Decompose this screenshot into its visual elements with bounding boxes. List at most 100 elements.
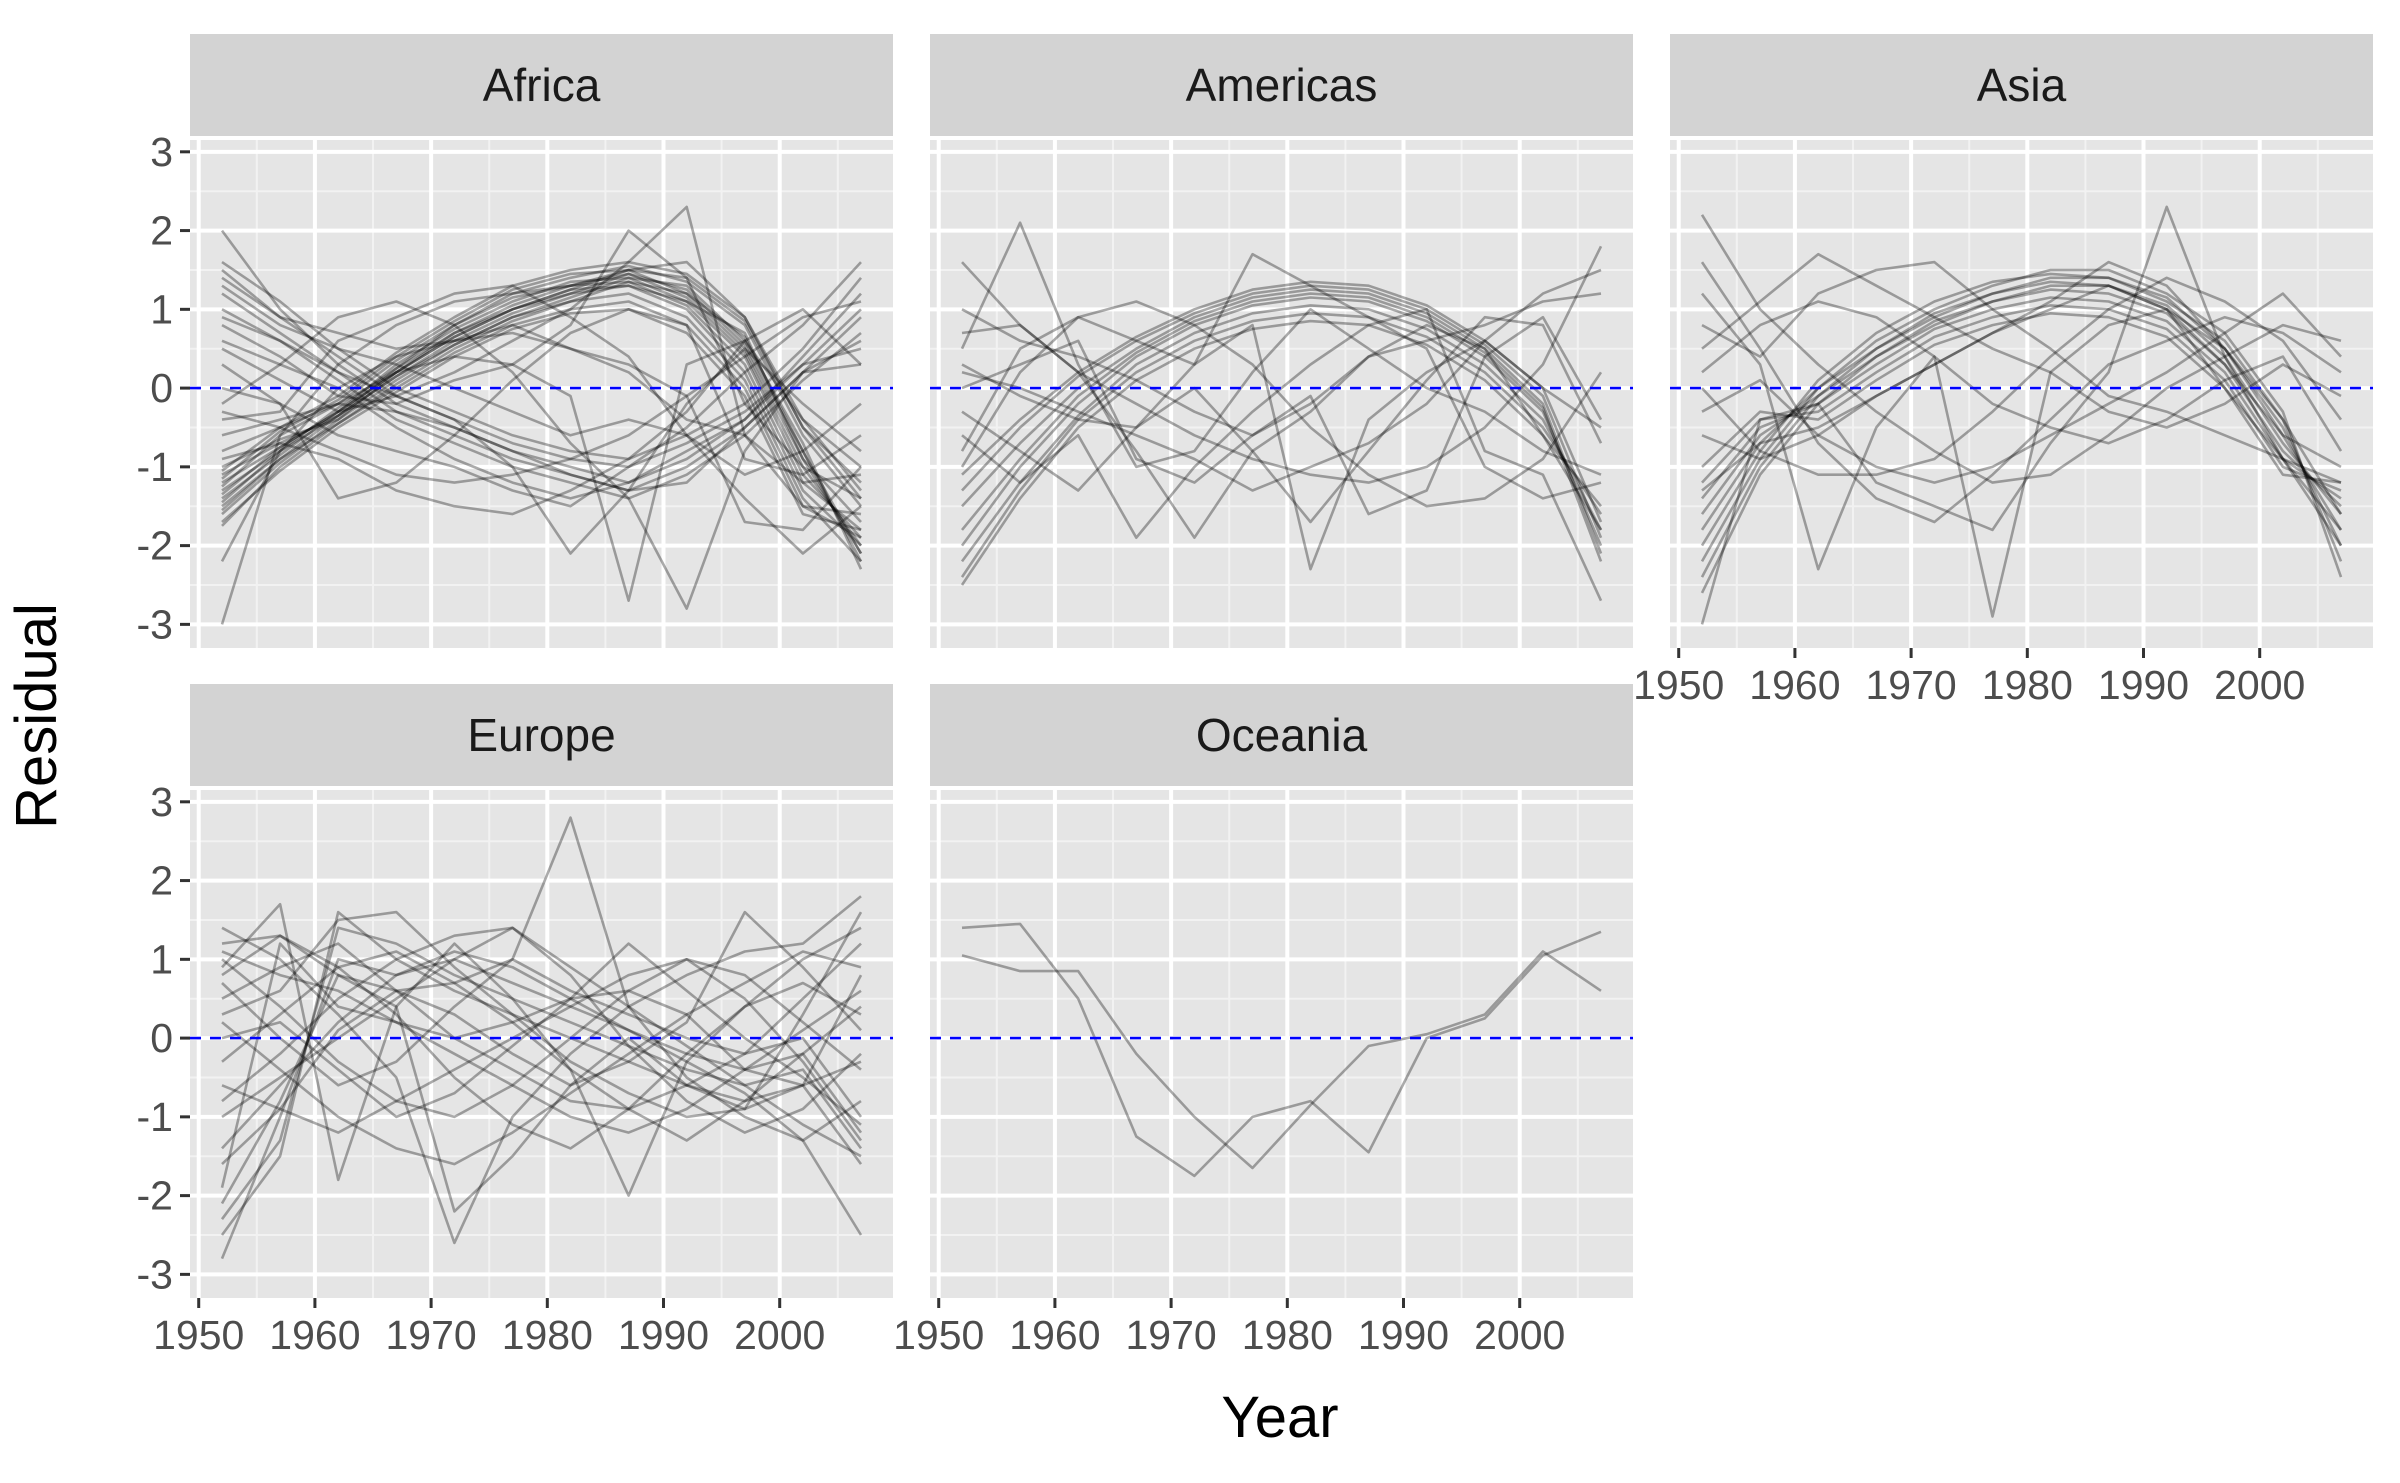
series-line-americas-4 <box>960 296 1603 547</box>
series-line-asia-1 <box>1700 284 2343 594</box>
series-line-asia-12 <box>1700 261 2342 524</box>
x-tick-label: 1980 <box>1982 662 2073 708</box>
series-line-americas-15 <box>961 252 1602 500</box>
series-line-europe-2 <box>220 926 863 1220</box>
y-tick-label: 3 <box>150 779 173 825</box>
panel-background <box>1670 140 2373 648</box>
series-line-europe-16 <box>221 926 862 1134</box>
series-line-africa-19 <box>221 292 862 492</box>
series-line-asia-17 <box>1701 260 2343 515</box>
series-line-europe-17 <box>221 910 862 1119</box>
panel-background <box>190 140 893 648</box>
panel-oceania: Oceania 1950 1960 1970 1980 1990 2000 <box>893 684 1633 1358</box>
series-line-europe-4 <box>220 957 863 1205</box>
y-tick-label: 1 <box>150 936 173 982</box>
series-line-africa-27 <box>221 205 862 539</box>
series-line-americas-6 <box>961 288 1603 554</box>
x-tick-label: 1960 <box>1009 1312 1100 1358</box>
x-tick-label: 1980 <box>1242 1312 1333 1358</box>
series-line-americas-13 <box>961 315 1603 516</box>
panels-layer: Africa -3 -2 -1 0 1 2 3 Americas Asia 1950 1960 1970… <box>137 34 2373 1358</box>
series-line-asia-10 <box>1701 284 2343 531</box>
facet-strip <box>1670 34 2373 136</box>
y-tick-label: 0 <box>150 1015 173 1061</box>
x-tick-label: 1980 <box>502 1312 593 1358</box>
series-line-europe-1 <box>220 910 863 1236</box>
y-tick-label: -3 <box>137 601 173 647</box>
series-line-europe-12 <box>221 950 862 1166</box>
series-line-africa-35 <box>221 229 862 500</box>
y-tick-label: 3 <box>150 129 173 175</box>
x-tick-label: 1970 <box>1126 1312 1217 1358</box>
x-tick-label: 1960 <box>269 1312 360 1358</box>
series-line-africa-32 <box>221 307 862 500</box>
x-tick-label: 1990 <box>1358 1312 1449 1358</box>
series-line-europe-15 <box>221 816 862 1142</box>
series-line-africa-18 <box>221 276 862 469</box>
y-tick-label: 2 <box>150 208 173 254</box>
series-line-americas-11 <box>960 221 1602 476</box>
series-line-africa-11 <box>221 284 862 547</box>
facet-strip-label: Europe <box>467 709 615 761</box>
series-line-africa-26 <box>220 260 862 625</box>
series-line-africa-24 <box>221 339 862 492</box>
series-line-africa-5 <box>221 272 863 563</box>
series-line-africa-7 <box>221 280 863 555</box>
series-line-asia-20 <box>1701 300 2343 452</box>
series-line-asia-14 <box>1700 205 2342 625</box>
x-tick-label: 2000 <box>1474 1312 1565 1358</box>
x-tick-label: 1990 <box>618 1312 709 1358</box>
series-line-americas-5 <box>960 292 1603 562</box>
series-line-africa-10 <box>221 268 863 500</box>
series-line-asia-13 <box>1700 292 2342 618</box>
series-line-africa-29 <box>221 300 862 610</box>
series-line-africa-8 <box>221 284 862 523</box>
series-line-americas-3 <box>960 304 1603 563</box>
x-tick-label: 1990 <box>2098 662 2189 708</box>
series-line-americas-19 <box>961 268 1602 492</box>
facet-strip <box>930 684 1633 786</box>
series-line-europe-7 <box>221 911 863 1213</box>
series-line-africa-13 <box>221 300 862 516</box>
series-line-asia-18 <box>1701 260 2343 547</box>
series-line-africa-12 <box>221 292 862 563</box>
series-line-europe-19 <box>221 950 862 1134</box>
series-line-asia-6 <box>1700 288 2342 515</box>
x-tick-label: 2000 <box>2214 662 2305 708</box>
facet-strip-label: Africa <box>483 59 601 111</box>
series-line-europe-8 <box>221 902 862 1197</box>
series-line-asia-16 <box>1701 276 2343 477</box>
series-line-africa-30 <box>221 315 862 555</box>
series-line-americas-10 <box>961 292 1602 540</box>
series-line-africa-31 <box>221 284 862 555</box>
panel-background <box>930 790 1633 1298</box>
series-line-africa-1 <box>221 280 862 531</box>
series-line-europe-14 <box>221 950 862 1142</box>
y-tick-label: -1 <box>137 1094 173 1140</box>
x-tick-label: 1970 <box>386 1312 477 1358</box>
series-line-europe-10 <box>221 942 862 1111</box>
series-line-asia-11 <box>1700 214 2342 484</box>
series-line-africa-6 <box>221 276 863 570</box>
series-line-africa-23 <box>221 300 862 484</box>
series-line-europe-21 <box>221 910 862 1166</box>
series-line-africa-14 <box>221 307 862 532</box>
series-line-asia-5 <box>1700 280 2343 531</box>
series-line-asia-9 <box>1701 311 2342 484</box>
x-tick-label: 1970 <box>1866 662 1957 708</box>
series-line-europe-13 <box>221 957 862 1119</box>
y-tick-label: 1 <box>150 286 173 332</box>
series-line-europe-11 <box>221 950 863 1236</box>
x-tick-label: 2000 <box>734 1312 825 1358</box>
panel-background <box>190 790 893 1298</box>
y-tick-label: -2 <box>137 1173 173 1219</box>
y-tick-label: 2 <box>150 858 173 904</box>
facet-strip <box>930 34 1633 136</box>
x-axis-title: Year <box>1221 1385 1338 1450</box>
series-line-asia-15 <box>1701 252 2342 429</box>
series-line-africa-20 <box>221 308 862 500</box>
series-line-africa-17 <box>221 261 863 461</box>
y-axis-title: Residual <box>4 603 69 829</box>
series-line-africa-34 <box>221 268 862 532</box>
